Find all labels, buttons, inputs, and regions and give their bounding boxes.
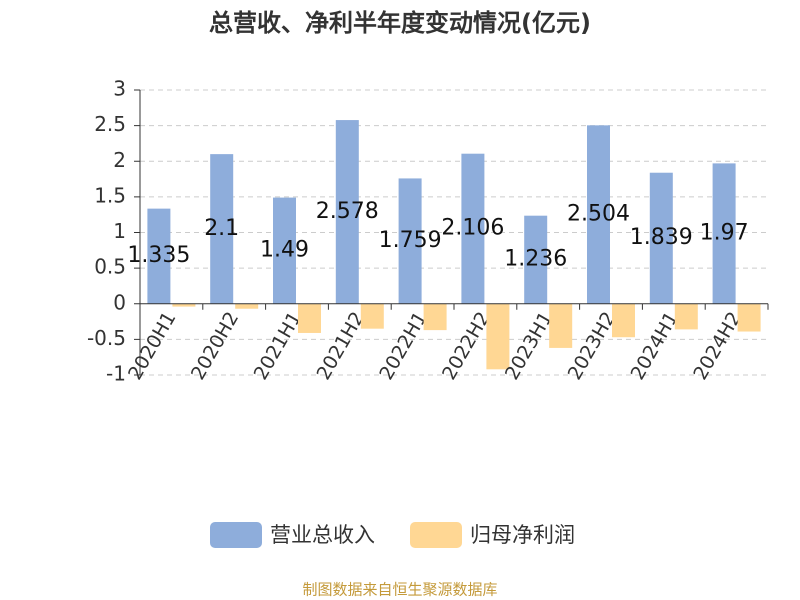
y-tick-label: 1 xyxy=(113,219,126,243)
bar xyxy=(335,120,359,304)
bar xyxy=(273,197,296,304)
data-label: 2.504 xyxy=(567,202,630,227)
bar xyxy=(737,303,761,332)
y-tick-label: 3 xyxy=(113,77,126,101)
bar xyxy=(486,303,510,370)
data-label: 1.335 xyxy=(127,243,190,268)
bar xyxy=(210,154,234,304)
bar xyxy=(461,153,485,304)
legend-label: 营业总收入 xyxy=(270,523,375,547)
y-tick-label: 2 xyxy=(113,148,126,172)
legend-swatch xyxy=(410,522,462,548)
bar xyxy=(649,172,673,304)
bar xyxy=(360,303,384,329)
bar xyxy=(423,303,447,331)
legend-swatch xyxy=(210,522,262,548)
data-label: 1.759 xyxy=(379,228,442,253)
bar xyxy=(612,303,635,338)
y-tick-label: -1 xyxy=(106,362,126,386)
bar xyxy=(147,208,171,304)
data-label: 1.97 xyxy=(700,221,749,246)
data-label: 1.49 xyxy=(260,238,309,263)
bar xyxy=(549,303,573,348)
data-label: 2.106 xyxy=(441,216,504,241)
bar xyxy=(712,163,736,304)
bar xyxy=(172,303,196,307)
y-tick-label: 2.5 xyxy=(94,112,126,136)
bar xyxy=(674,303,698,330)
data-label: 1.839 xyxy=(630,225,693,250)
legend-label: 归母净利润 xyxy=(470,523,575,547)
bar xyxy=(298,303,321,333)
data-label: 2.1 xyxy=(204,216,239,241)
x-tick-label: 2021H1 xyxy=(250,308,306,384)
x-tick-label: 2020H1 xyxy=(124,308,180,384)
y-tick-label: 0 xyxy=(113,290,126,314)
y-tick-label: 0.5 xyxy=(94,255,126,279)
bar xyxy=(587,125,610,304)
data-label: 2.578 xyxy=(316,199,379,224)
data-label: 1.236 xyxy=(504,247,567,272)
chart-title: 总营收、净利半年度变动情况(亿元) xyxy=(209,9,591,37)
source-note: 制图数据来自恒生聚源数据库 xyxy=(302,581,497,599)
y-tick-label: 1.5 xyxy=(94,183,126,207)
bar xyxy=(398,178,422,304)
bar xyxy=(524,215,548,304)
bar xyxy=(235,303,259,309)
y-tick-label: -0.5 xyxy=(87,326,126,350)
x-tick-label: 2020H2 xyxy=(187,308,243,384)
